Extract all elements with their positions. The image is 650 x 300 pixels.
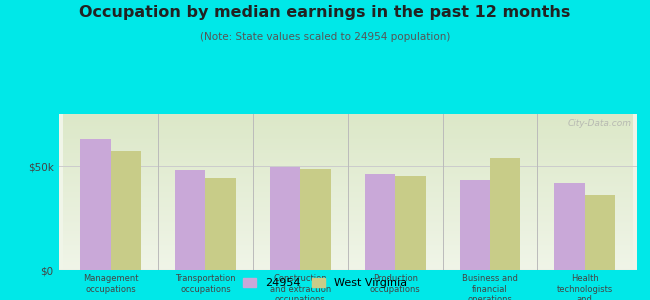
Bar (111, 152, 141, 270)
Text: (Note: State values scaled to 24954 population): (Note: State values scaled to 24954 popu… (200, 32, 450, 41)
Bar (490, 158, 521, 270)
Text: Occupation by median earnings in the past 12 months: Occupation by median earnings in the pas… (79, 4, 571, 20)
Bar (81, 139, 110, 270)
Bar (365, 174, 395, 270)
Bar (395, 176, 426, 270)
Bar (554, 183, 585, 270)
Bar (270, 167, 300, 270)
Bar (585, 195, 615, 270)
Text: City-Data.com: City-Data.com (567, 119, 631, 128)
Bar (175, 170, 205, 270)
Bar (205, 178, 236, 270)
Bar (460, 179, 490, 270)
Legend: 24954, West Virginia: 24954, West Virginia (239, 274, 411, 293)
Bar (300, 169, 331, 270)
